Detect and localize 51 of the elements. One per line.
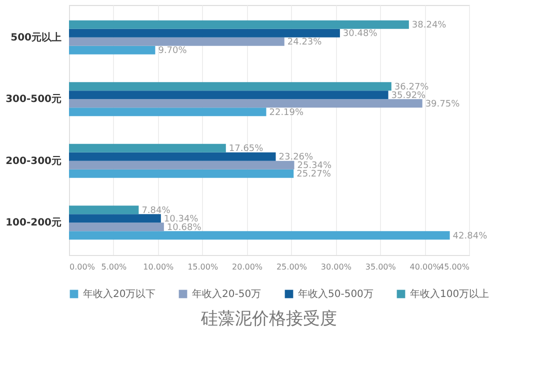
y-tick-label: 200-300元 xyxy=(6,154,62,167)
x-tick-label: 30.00% xyxy=(320,262,352,272)
legend-label: 年收入100万以上 xyxy=(410,288,490,300)
bar xyxy=(69,20,409,29)
data-label: 7.84% xyxy=(142,206,171,216)
data-label: 23.26% xyxy=(278,152,314,163)
data-label: 25.34% xyxy=(297,161,332,172)
text: 硅藻泥价格接受度 xyxy=(200,309,337,329)
bar xyxy=(69,169,294,178)
y-tick-label: 500元以上 xyxy=(10,31,62,44)
x-tick-label: 35.00% xyxy=(365,262,396,272)
bar xyxy=(69,82,392,91)
bar xyxy=(69,28,340,38)
bar xyxy=(69,214,161,223)
y-tick-label: 300-500元 xyxy=(6,93,62,106)
data-label: 38.24% xyxy=(412,20,447,31)
x-tick-label: 40.00% xyxy=(410,262,441,272)
x-tick-label: 10.00% xyxy=(143,262,174,272)
legend-label: 年收入50-500万 xyxy=(298,288,374,300)
bar xyxy=(69,206,139,214)
bar xyxy=(69,231,450,240)
data-label: 10.34% xyxy=(164,214,199,224)
data-label: 35.92% xyxy=(391,90,426,101)
x-tick-label: 15.00% xyxy=(188,262,218,272)
data-label: 42.84% xyxy=(452,231,488,242)
bar xyxy=(69,46,156,54)
data-label: 22.19% xyxy=(269,108,304,118)
bar xyxy=(69,99,422,108)
data-label: 9.70% xyxy=(158,46,188,56)
y-tick-label: 100-200元 xyxy=(6,216,62,229)
bar xyxy=(69,152,276,161)
x-tick-label: 25.00% xyxy=(276,262,308,272)
bar xyxy=(69,160,294,170)
data-label: 39.75% xyxy=(425,99,460,110)
bar xyxy=(69,108,266,116)
data-label: 24.23% xyxy=(287,38,322,48)
bar xyxy=(69,90,388,100)
data-label: 25.27% xyxy=(296,170,332,180)
bar xyxy=(69,144,226,152)
x-tick-label: 5.00% xyxy=(101,262,128,272)
x-tick-label: 45.00% xyxy=(438,262,470,272)
bar xyxy=(69,222,164,232)
x-tick-label: 0.00% xyxy=(70,262,96,272)
legend-label: 年收入20万以下 xyxy=(83,288,156,300)
bar xyxy=(69,37,284,46)
data-label: 10.68% xyxy=(166,222,202,233)
legend-label: 年收入20-50万 xyxy=(192,288,262,300)
data-label: 17.65% xyxy=(228,144,264,154)
data-label: 30.48% xyxy=(342,29,378,40)
x-tick-label: 20.00% xyxy=(232,262,263,272)
data-label: 36.27% xyxy=(394,82,430,92)
